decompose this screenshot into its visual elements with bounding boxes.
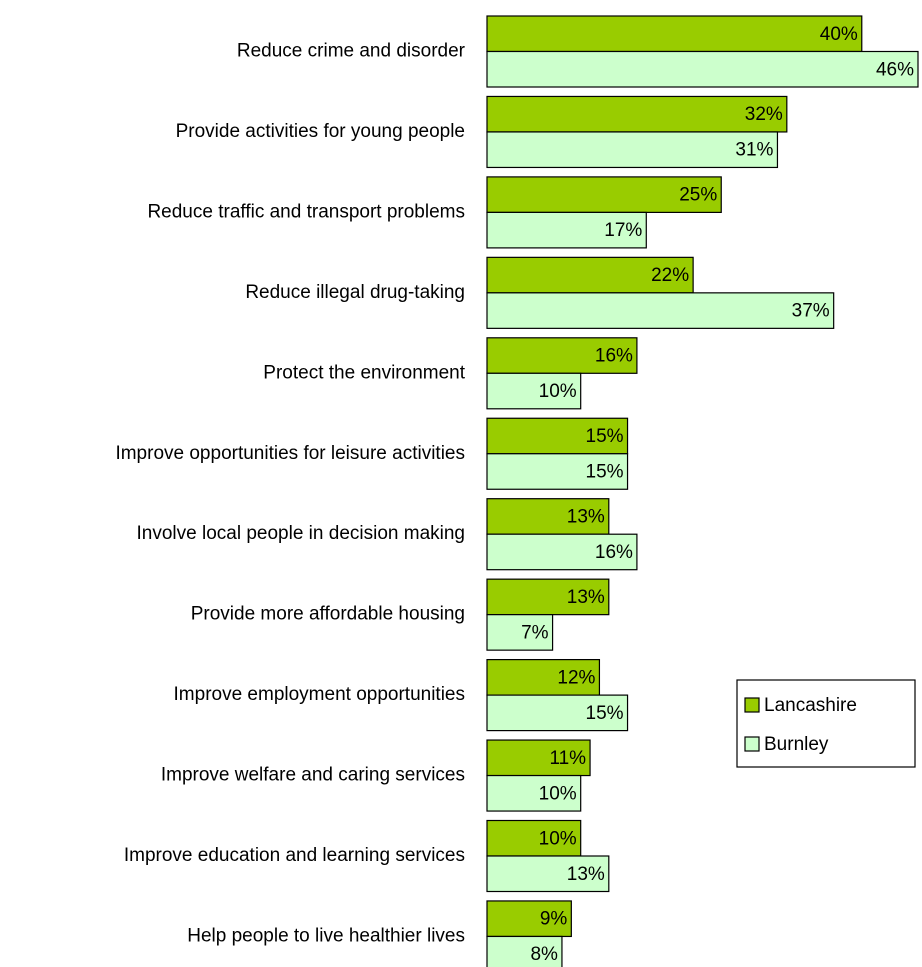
legend-swatch (744, 736, 760, 752)
value-label: 40% (820, 24, 858, 45)
bar (486, 774, 582, 812)
category-label: Involve local people in decision making (137, 523, 465, 544)
category-label: Protect the environment (263, 362, 465, 383)
value-label: 7% (521, 622, 549, 643)
value-label: 15% (586, 703, 624, 724)
value-label: 32% (745, 104, 783, 125)
legend-swatch (744, 697, 760, 713)
bar (486, 292, 835, 329)
bar (486, 533, 638, 571)
bar (486, 658, 601, 696)
bar (486, 50, 919, 88)
value-label: 10% (539, 783, 577, 804)
category-label: Improve employment opportunities (174, 684, 465, 705)
category-label: Reduce traffic and transport problems (147, 201, 465, 222)
value-label: 15% (586, 462, 624, 483)
value-label: 10% (539, 828, 577, 849)
bar (486, 453, 629, 490)
bar (486, 578, 610, 616)
legend-label: Burnley (764, 734, 829, 755)
category-label: Provide activities for young people (176, 121, 465, 142)
bar (486, 900, 572, 938)
value-label: 8% (530, 944, 558, 965)
value-label: 13% (567, 864, 605, 885)
bar (486, 819, 582, 857)
category-label: Improve education and learning services (124, 845, 465, 866)
bar (486, 935, 563, 967)
value-label: 25% (679, 185, 717, 206)
category-label: Reduce crime and disorder (237, 41, 466, 62)
value-label: 22% (651, 265, 689, 286)
bar (486, 614, 554, 651)
bar (486, 95, 788, 133)
legend-label: Lancashire (764, 695, 857, 716)
bar (486, 855, 610, 893)
value-label: 15% (586, 426, 624, 447)
bar (486, 15, 863, 53)
bar (486, 694, 629, 732)
category-label: Provide more affordable housing (191, 604, 465, 625)
bar (486, 176, 722, 213)
bar (486, 372, 582, 410)
bar (486, 417, 629, 455)
value-label: 11% (549, 748, 586, 769)
category-label: Improve opportunities for leisure activi… (115, 443, 465, 464)
value-label: 31% (735, 140, 773, 161)
value-label: 13% (567, 587, 605, 608)
value-label: 9% (540, 909, 568, 930)
bar (486, 498, 610, 535)
value-label: 10% (539, 381, 577, 402)
category-label: Improve welfare and caring services (161, 765, 465, 786)
value-label: 13% (567, 506, 605, 527)
bar (486, 131, 779, 169)
value-label: 12% (557, 667, 595, 688)
category-label: Reduce illegal drug-taking (245, 282, 465, 303)
value-label: 46% (876, 59, 914, 80)
value-label: 37% (792, 301, 830, 322)
bar (486, 337, 638, 374)
bar (486, 211, 647, 249)
bar (486, 739, 591, 777)
bar (486, 256, 694, 294)
value-label: 16% (595, 542, 633, 563)
legend-box (736, 679, 916, 768)
category-label: Help people to live healthier lives (187, 925, 465, 946)
value-label: 17% (604, 220, 642, 241)
value-label: 16% (595, 346, 633, 367)
